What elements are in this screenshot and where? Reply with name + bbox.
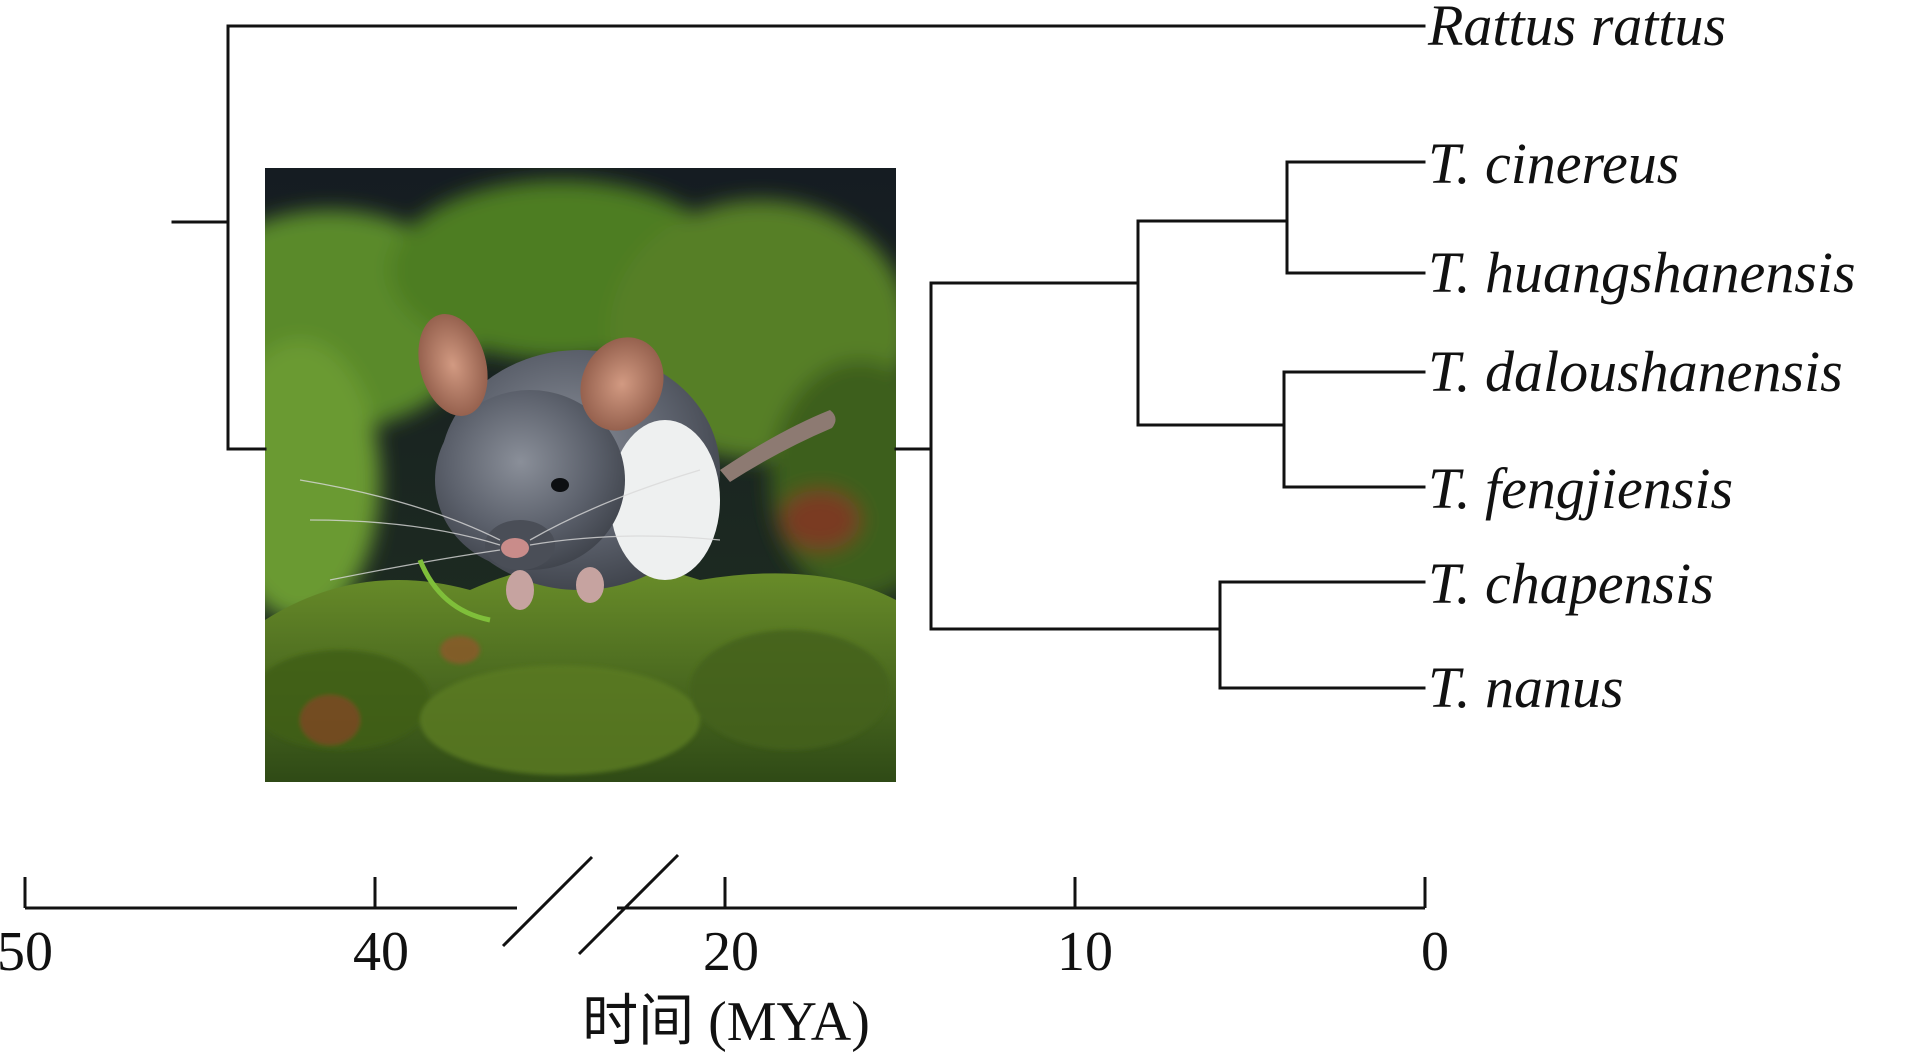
animal-photo [265,168,896,782]
taxon-label-nanus: T. nanus [1428,655,1624,720]
mouse-illustration [299,314,836,623]
taxon-labels: Rattus rattus T. cinereus T. huangshanen… [1427,0,1856,720]
taxon-label-rattus: Rattus rattus [1427,0,1726,58]
axis-title: 时间 (MYA) [582,991,870,1053]
taxon-label-chapensis: T. chapensis [1428,551,1714,616]
axis-tick-label-10: 10 [1057,921,1113,983]
taxon-label-huangshanensis: T. huangshanensis [1428,240,1856,305]
taxon-label-fengjiensis: T. fengjiensis [1428,456,1733,521]
axis-tick-label-40: 40 [353,921,409,983]
time-axis: 50 40 20 10 0 时间 (MYA) [0,853,1449,1053]
axis-tick-label-20: 20 [703,921,759,983]
axis-break-mark-right [577,853,680,956]
taxon-label-cinereus: T. cinereus [1428,131,1679,196]
axis-tick-label-0: 0 [1421,921,1449,983]
axis-tick-label-50: 50 [0,921,53,983]
taxon-label-daloushanensis: T. daloushanensis [1428,339,1843,404]
tree-branches [171,24,1426,690]
axis-break-mark-left [501,855,594,948]
